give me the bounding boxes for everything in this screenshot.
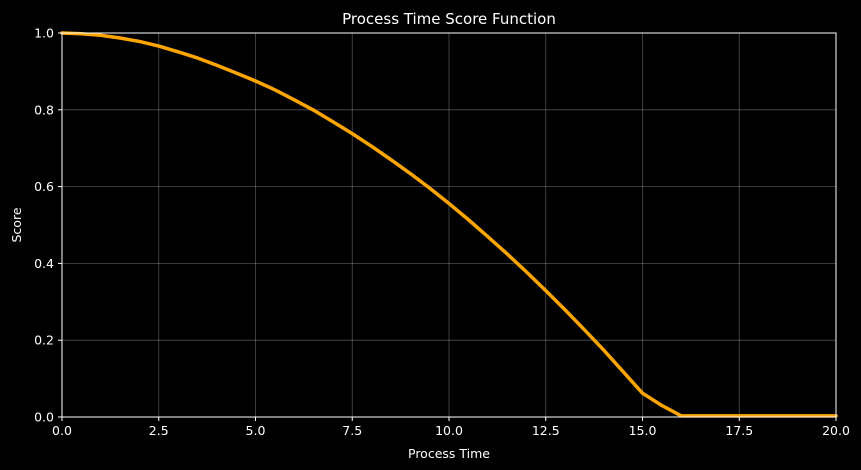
x-tick-label: 0.0	[52, 423, 72, 438]
score-line	[60, 31, 838, 418]
x-tick-label: 2.5	[149, 423, 169, 438]
x-tick-label: 20.0	[822, 423, 850, 438]
chart-title: Process Time Score Function	[342, 10, 556, 28]
y-tick-label: 0.0	[34, 410, 54, 425]
x-tick-label: 7.5	[342, 423, 362, 438]
y-tick-label: 0.2	[34, 333, 54, 348]
y-axis-ticks: 0.0 0.2 0.4 0.6 0.8 1.0	[34, 26, 62, 425]
x-axis-label: Process Time	[408, 446, 490, 461]
y-tick-label: 1.0	[34, 26, 54, 41]
plot-area	[60, 31, 838, 418]
y-tick-label: 0.4	[34, 256, 54, 271]
y-tick-label: 0.8	[34, 102, 54, 117]
x-tick-label: 17.5	[725, 423, 753, 438]
x-tick-label: 12.5	[532, 423, 560, 438]
x-tick-label: 10.0	[435, 423, 463, 438]
x-tick-label: 5.0	[246, 423, 266, 438]
y-tick-label: 0.6	[34, 179, 54, 194]
x-axis-ticks: 0.0 2.5 5.0 7.5 10.0 12.5 15.0 17.5 20.0	[52, 417, 850, 438]
y-axis-label: Score	[9, 207, 24, 242]
x-tick-label: 15.0	[629, 423, 657, 438]
